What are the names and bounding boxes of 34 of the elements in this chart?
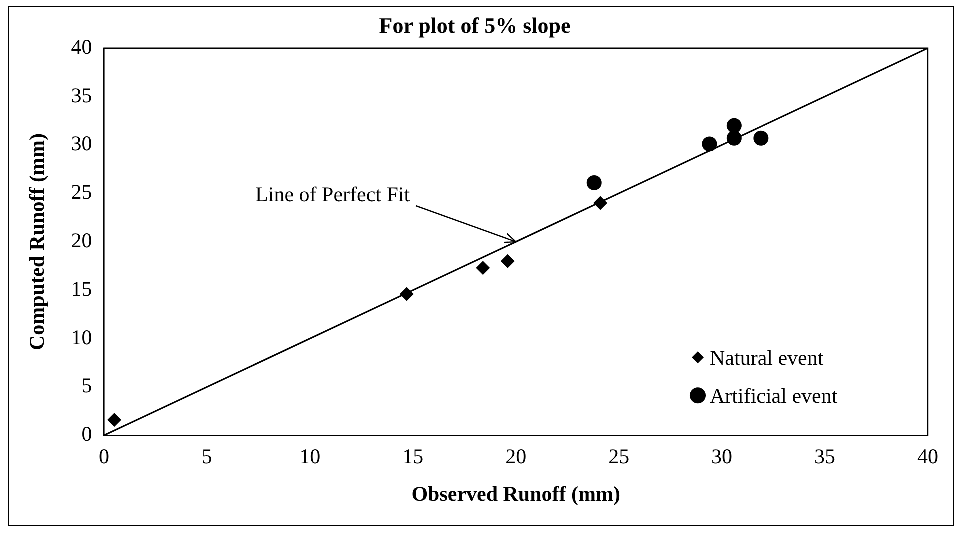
x-tick-label: 25 (608, 444, 630, 469)
point (594, 196, 608, 210)
point (726, 130, 742, 146)
annotation: Line of Perfect Fit (256, 182, 410, 207)
point (586, 175, 602, 190)
point (702, 136, 718, 152)
y-tick-label: 40 (71, 34, 92, 59)
x-tick-label: 20 (506, 444, 527, 469)
y-tick-label: 20 (71, 228, 92, 253)
point (108, 413, 122, 428)
point (754, 130, 769, 146)
x-axis-title: Observed Runoff (mm) (412, 482, 621, 506)
point (400, 287, 414, 302)
x-tick-label: 10 (300, 444, 321, 469)
y-tick-label: 5 (82, 374, 92, 398)
y-tick-label: 25 (71, 180, 92, 204)
point (500, 254, 515, 268)
x-tick-label: 15 (402, 444, 424, 469)
legend-label: Natural event (710, 346, 824, 370)
y-tick-label: 0 (82, 422, 92, 446)
chart-title: For plot of 5% slope (379, 12, 571, 38)
x-tick-label: 40 (918, 444, 938, 469)
y-tick-label: 30 (71, 132, 92, 156)
y-tick-label: 35 (71, 83, 92, 108)
point (726, 118, 742, 134)
legend-label: Artificial event (710, 384, 838, 408)
y-tick-label: 10 (71, 325, 92, 350)
x-tick-label: 35 (814, 444, 836, 469)
x-tick-label: 30 (712, 444, 733, 469)
x-tick-label: 5 (202, 444, 212, 469)
point (476, 261, 490, 276)
y-tick-label: 15 (71, 276, 92, 301)
x-tick-label: 0 (98, 444, 110, 469)
y-axis-title: Computed Runoff (mm) (25, 134, 50, 350)
